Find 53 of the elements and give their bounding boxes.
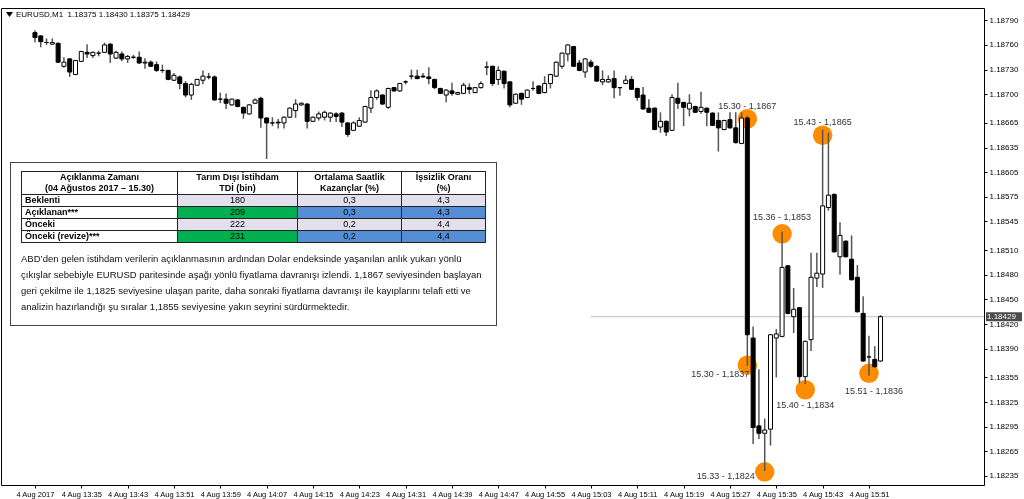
y-tick-label: 1.18420 xyxy=(989,319,1019,329)
annotation: Ortalama Saatlik Kazançlar (%) xyxy=(297,171,402,195)
y-tick-label: 1.18355 xyxy=(989,372,1019,382)
annotation: 222 xyxy=(177,218,298,231)
annotation: 15.51 - 1,1836 xyxy=(844,386,903,397)
annotation: Beklenti xyxy=(21,194,178,207)
y-tick-label: 1.18450 xyxy=(989,294,1019,304)
annotation: 15.43 - 1,1865 xyxy=(793,117,852,128)
annotation: Önceki (revize)*** xyxy=(21,230,178,243)
point xyxy=(754,462,775,482)
y-tick-label: 1.18730 xyxy=(989,65,1019,75)
annotation: 4,4 xyxy=(401,218,486,231)
annotation: 0,2 xyxy=(297,230,402,243)
y-tick-label: 1.18510 xyxy=(989,245,1019,255)
y-tick-label: 1.18325 xyxy=(989,397,1019,407)
annotation: 231 xyxy=(177,230,298,243)
annotation: İşsizlik Oranı (%) xyxy=(401,171,486,195)
y-tick-label: 1.18265 xyxy=(989,446,1019,456)
chart-title: EURUSD,M1 1.18375 1.18430 1.18375 1.18429 xyxy=(16,10,190,19)
annotation: 15.30 - 1,1867 xyxy=(718,100,777,111)
y-tick-label: 1.18235 xyxy=(989,471,1019,481)
annotation: 209 xyxy=(177,206,298,219)
annotation: Tarım Dışı İstihdam TDİ (bin) xyxy=(177,171,298,195)
y-tick-label: 1.18760 xyxy=(989,40,1019,50)
y-tick-label: 1.18545 xyxy=(989,216,1019,226)
y-tick-label: 1.18790 xyxy=(989,15,1019,25)
y-tick-label: 1.18295 xyxy=(989,422,1019,432)
annotation: 15.40 - 1,1834 xyxy=(776,399,835,410)
annotation: 15.36 - 1,1853 xyxy=(753,211,812,222)
point xyxy=(795,380,815,400)
annotation: 180 xyxy=(177,194,298,207)
ref-line-label: 1.18429 xyxy=(987,311,1017,321)
annotation: 15.33 - 1,1824 xyxy=(696,470,755,481)
y-tick-label: 1.18605 xyxy=(989,167,1019,177)
y-tick-label: 1.18700 xyxy=(989,89,1019,99)
annotation: 0,3 xyxy=(297,194,402,207)
annotation: 4,4 xyxy=(401,230,486,243)
y-tick-label: 1.18480 xyxy=(989,270,1019,280)
annotation: 0,3 xyxy=(297,206,402,219)
annotation: Açıklanan*** xyxy=(21,206,178,219)
annotation: Açıklanma Zamanı (04 Ağustos 2017 – 15.30) xyxy=(21,171,178,195)
y-tick-label: 1.18390 xyxy=(989,344,1019,354)
annotation: 4,3 xyxy=(401,206,486,219)
y-tick-label: 1.18575 xyxy=(989,192,1019,202)
point xyxy=(812,125,833,145)
annotation: 4,3 xyxy=(401,194,486,207)
annotation: 0,2 xyxy=(297,218,402,231)
point xyxy=(772,224,792,244)
annotation: ABD’den gelen istihdam verilerin açıklanmasının ardından Dolar endeksinde yaşanılan anlık yukarı yönlü çıkışlar sebebiyle EURUSD paritesinde aşağı yönlü fiyatlama davranışı izlendi. 1,1867 seviyesinden başlayan geri çekilme ile 1,1825 seviyesine ulaşan parite, daha sonraki fiyatlama davranışı ile kayıplarını telafi etti ve analizin hazırlandığı şu sıralar 1,1855 seviyesine yakın seyrini sürdürmektedir. xyxy=(21,252,483,314)
y-tick-label: 1.18635 xyxy=(989,143,1019,153)
annotation: Önceki xyxy=(21,218,178,231)
y-tick-label: 1.18665 xyxy=(989,118,1019,128)
annotation: 15.30 - 1,1837 xyxy=(691,369,750,380)
